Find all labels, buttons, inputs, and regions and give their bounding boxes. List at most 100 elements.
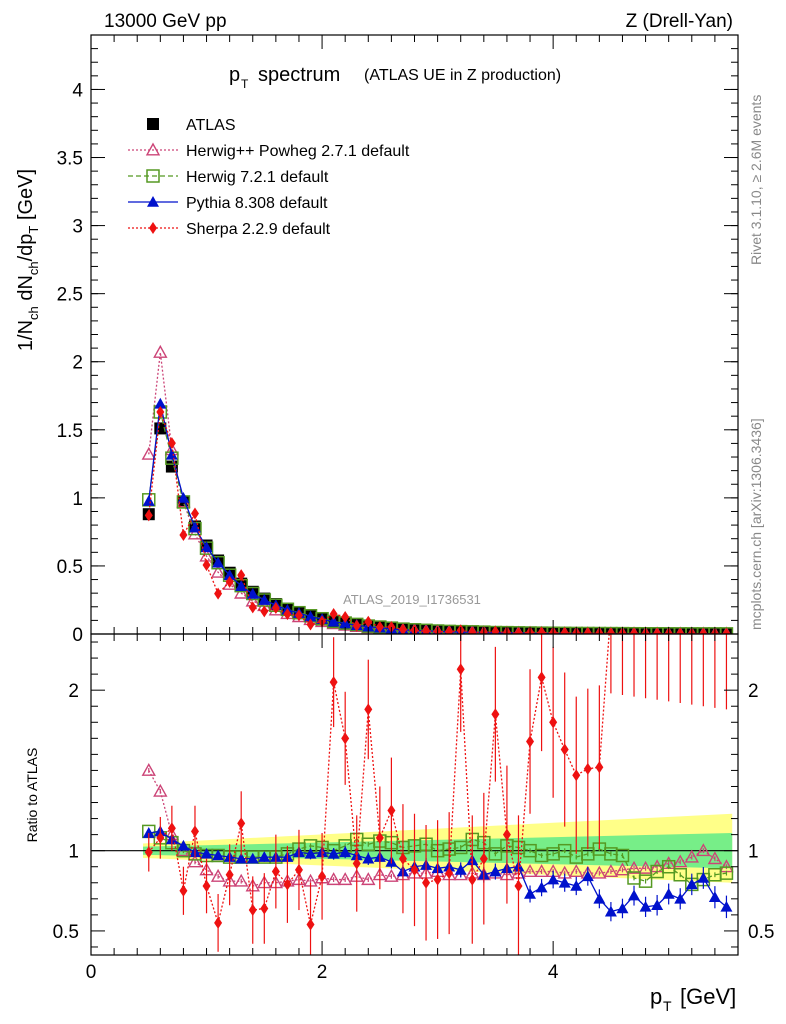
ratio-point [593, 892, 606, 904]
ratio-point [141, 762, 156, 776]
ratio-point [144, 846, 153, 859]
ratio-point [237, 817, 246, 830]
legend-label: Sherpa 2.2.9 default [186, 221, 331, 238]
data-point [141, 446, 156, 460]
ratio-point [547, 873, 560, 885]
ratio-point [153, 783, 168, 797]
data-point [560, 626, 569, 634]
data-point [445, 625, 454, 634]
data-point [210, 564, 226, 578]
ratio-point [685, 878, 698, 890]
ratio-point [558, 876, 571, 888]
ratio-point [502, 828, 511, 841]
data-point [167, 437, 176, 450]
ratio-point [258, 851, 271, 862]
ratio-tick-label: 2 [68, 681, 79, 702]
ratio-point [234, 873, 249, 887]
ratio-point [271, 865, 280, 878]
ratio-point [638, 874, 653, 888]
ratio-point [696, 843, 711, 857]
ratio-point [684, 849, 699, 863]
ratio-point [707, 851, 723, 865]
ratio-point [673, 854, 688, 868]
data-point [583, 627, 592, 634]
data-point [188, 521, 201, 533]
data-point [237, 569, 246, 582]
ratio-point [433, 873, 442, 886]
ratio-point [722, 604, 730, 616]
ratio-point [697, 871, 710, 883]
y-tick-label: 2.5 [57, 285, 83, 306]
ratio-point [339, 846, 352, 858]
ratio-point [235, 852, 248, 864]
data-point [156, 405, 165, 418]
ratio-point [673, 868, 687, 882]
ratio-point [329, 676, 338, 689]
ratio-point [642, 604, 650, 616]
data-point [630, 627, 639, 634]
x-tick-label: 0 [86, 962, 97, 983]
x-title-unit: [GeV] [680, 984, 736, 1009]
ratio-point [306, 918, 315, 931]
data-point [165, 448, 178, 460]
ratio-point [214, 916, 223, 929]
y-tick-label: 4 [72, 80, 83, 101]
ratio-point [616, 902, 629, 914]
ratio-point [653, 604, 661, 616]
data-point [246, 587, 259, 599]
legend-marker [146, 169, 160, 183]
title-p: p [229, 64, 240, 86]
ratio-point [248, 904, 257, 917]
data-point [653, 627, 662, 634]
legend-marker [145, 142, 161, 156]
ratio-point [387, 804, 396, 817]
ratio-point [454, 863, 467, 875]
ratio-point [190, 825, 199, 838]
data-point [153, 344, 168, 358]
ratio-point [179, 884, 188, 897]
x-axis-title: p T [GeV] [650, 984, 736, 1014]
data-point [327, 615, 340, 627]
data-point [234, 585, 249, 599]
legend-entry: ATLAS [147, 117, 236, 134]
ratio-point [304, 847, 317, 859]
ratio-point [630, 604, 638, 616]
x-title-sub: T [663, 998, 672, 1014]
ratio-point [398, 852, 407, 865]
data-point [212, 556, 225, 568]
series-line [148, 352, 727, 634]
ratio-point [364, 703, 373, 716]
ratio-point [628, 889, 641, 901]
y-tick-label: 0 [72, 625, 83, 646]
x-tick-label: 4 [548, 962, 559, 983]
series-0 [142, 422, 733, 634]
axes: 0 0.5 1 1.5 2 2.5 3 3.5 4 0 2 4 0.5 0.5 1 1 2 2 [53, 34, 774, 983]
data-point [341, 611, 350, 624]
legend-marker [147, 118, 159, 130]
ratio-point [674, 892, 687, 904]
data-point [699, 627, 708, 634]
ratio-point [453, 840, 468, 855]
ratio-point [283, 878, 292, 891]
data-point [222, 576, 237, 590]
ratio-point [210, 868, 226, 882]
ratio-tick-label: 0.5 [53, 922, 79, 943]
data-point [142, 495, 155, 506]
data-point [190, 507, 199, 520]
ratio-point [327, 847, 340, 859]
ratio-point [422, 876, 431, 889]
ratio-point [676, 604, 684, 616]
ratio-point [522, 864, 538, 878]
data-point [258, 594, 271, 605]
ratio-point [651, 899, 664, 911]
data-point [223, 569, 236, 580]
ratio-point [569, 864, 584, 878]
ratio-point [583, 762, 592, 775]
data-point [179, 528, 188, 541]
ratio-point [225, 868, 234, 881]
x-tick-label: 2 [317, 962, 328, 983]
ratio-point [375, 831, 384, 844]
data-point [676, 627, 685, 634]
ratio-series-4 [144, 604, 730, 955]
data-point [468, 626, 477, 634]
